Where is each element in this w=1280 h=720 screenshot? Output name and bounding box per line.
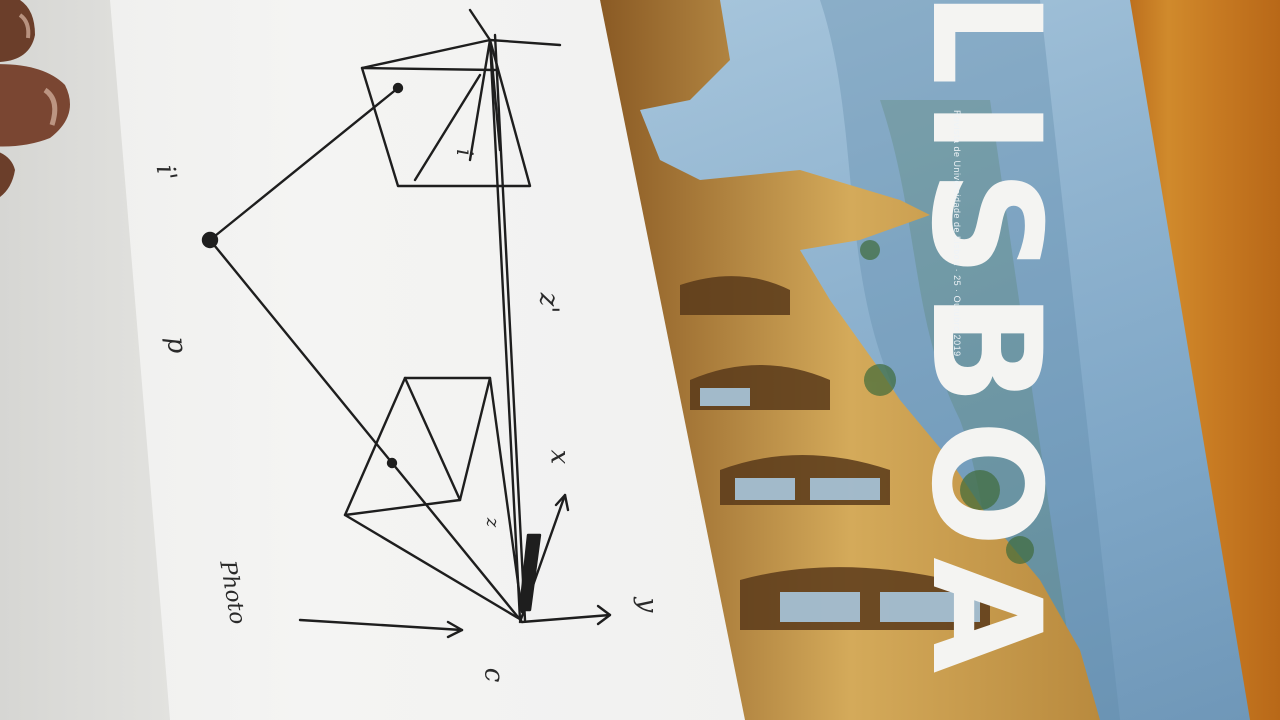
upper-plane-edge <box>360 66 497 72</box>
label-z-prime: z' <box>533 292 564 314</box>
axis-y-head <box>596 604 612 626</box>
ray-plane-right <box>488 376 524 614</box>
label-y: y <box>632 597 663 613</box>
camera-center-mark <box>518 533 542 612</box>
axis-photo-arrow <box>298 618 464 632</box>
top-ray <box>468 8 562 47</box>
axis-photo-head <box>446 620 464 639</box>
label-x: x <box>544 449 575 465</box>
axis-x-head <box>554 493 570 512</box>
lower-plane-diagonal <box>403 376 462 502</box>
point-p <box>201 231 219 249</box>
magazine-landscape <box>820 0 1120 720</box>
ray-lower <box>208 238 524 624</box>
axis-y-arrow <box>520 613 612 624</box>
point-lower <box>386 457 398 469</box>
point-upper <box>392 82 404 94</box>
upper-plane-diagonal <box>413 73 482 182</box>
hand-fingers <box>0 0 71 197</box>
axis-z <box>493 33 527 622</box>
label-p: p <box>160 335 192 355</box>
ray-upper <box>208 86 400 242</box>
upper-image-plane <box>360 38 532 188</box>
label-i-top: i <box>451 148 477 157</box>
label-c: c <box>478 667 509 683</box>
ray-plane-bottom <box>343 513 520 620</box>
label-z-small: z <box>482 517 504 528</box>
axis-z-2 <box>488 38 522 622</box>
